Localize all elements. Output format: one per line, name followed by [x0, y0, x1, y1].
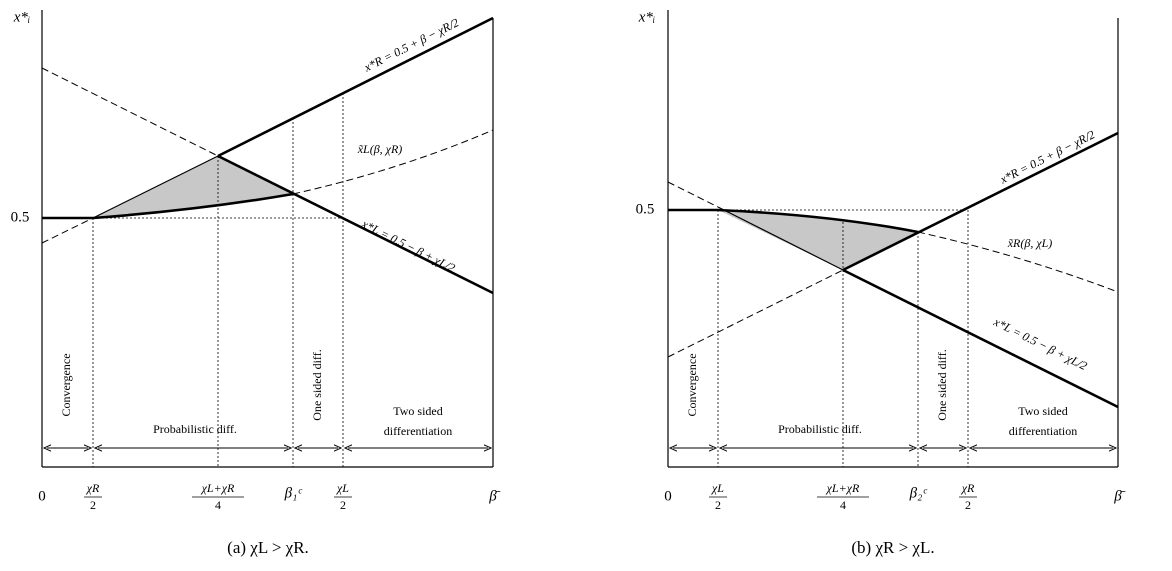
- curve-label: x*R = 0.5 + β − χR/2: [997, 127, 1097, 186]
- caption: (b) χR > χL.: [851, 538, 934, 557]
- y-tick: 0.5: [11, 209, 30, 225]
- curve: [217, 16, 494, 158]
- curve: [717, 208, 919, 234]
- region-label: Convergence: [685, 353, 699, 416]
- curve: [917, 231, 1119, 293]
- curve-label: x*L = 0.5 − β + χL/2: [991, 314, 1090, 373]
- region-label: One sided diff.: [935, 349, 949, 420]
- frac-num: χR: [961, 481, 975, 495]
- curve: [92, 155, 219, 219]
- frac-num: χL: [711, 481, 724, 495]
- curve: [842, 131, 1119, 272]
- curve-label: x*R = 0.5 + β − χR/2: [361, 15, 461, 74]
- curve: [667, 269, 844, 358]
- region-label: Two sided: [1018, 404, 1068, 418]
- frac-den: 2: [340, 498, 346, 512]
- frac-num: χR: [86, 481, 100, 495]
- shaded-region: [718, 210, 918, 270]
- x-label: 0: [38, 488, 46, 504]
- x-label: β̄: [488, 488, 500, 504]
- curve: [41, 217, 94, 244]
- caption: (a) χL > χR.: [227, 538, 309, 557]
- panel-b: x*ᵢ 0.5 0 χL 2 χL+χR 4 β₂ᶜ χR 2 β̄ x*R =…: [636, 9, 1126, 556]
- curve: [667, 181, 719, 208]
- shaded-region: [93, 156, 293, 218]
- frac-den: 4: [840, 498, 846, 512]
- curve: [717, 206, 844, 271]
- frac-den: 2: [715, 498, 721, 512]
- x-label: β₂ᶜ: [909, 485, 928, 501]
- region-label: differentiation: [384, 424, 452, 438]
- frac-num: χL+χR: [201, 481, 235, 495]
- region-label: Convergence: [59, 353, 73, 416]
- frac-num: χL: [336, 481, 349, 495]
- region-label: differentiation: [1009, 424, 1077, 438]
- y-label: x*ᵢ: [13, 9, 31, 25]
- curve-label: x̃R(β, χL): [1007, 236, 1053, 250]
- y-label: x*ᵢ: [638, 9, 656, 25]
- curve: [217, 154, 494, 295]
- region-label: Probabilistic diff.: [153, 422, 237, 436]
- frac-den: 4: [215, 498, 221, 512]
- curve-label: x*L = 0.5 − β + χL/2: [359, 216, 458, 275]
- frac-den: 2: [965, 498, 971, 512]
- x-label: 0: [664, 488, 672, 504]
- frac-num: χL+χR: [826, 481, 860, 495]
- region-label: Two sided: [393, 404, 443, 418]
- region-label: One sided diff.: [310, 349, 324, 420]
- curve-label: x̃L(β, χR): [357, 142, 403, 156]
- y-tick: 0.5: [636, 201, 655, 217]
- curve: [41, 67, 219, 157]
- curve: [842, 268, 1119, 409]
- x-label: β₁ᶜ: [284, 485, 303, 501]
- frac-den: 2: [90, 498, 96, 512]
- curve: [292, 129, 494, 195]
- region-label: Probabilistic diff.: [778, 422, 862, 436]
- curve: [92, 192, 294, 220]
- panel-a: x*ᵢ 0.5 0 χR 2 χL+χR 4 β₁ᶜ χL 2 β̄ x*R =…: [11, 9, 501, 556]
- x-label: β̄: [1113, 488, 1125, 504]
